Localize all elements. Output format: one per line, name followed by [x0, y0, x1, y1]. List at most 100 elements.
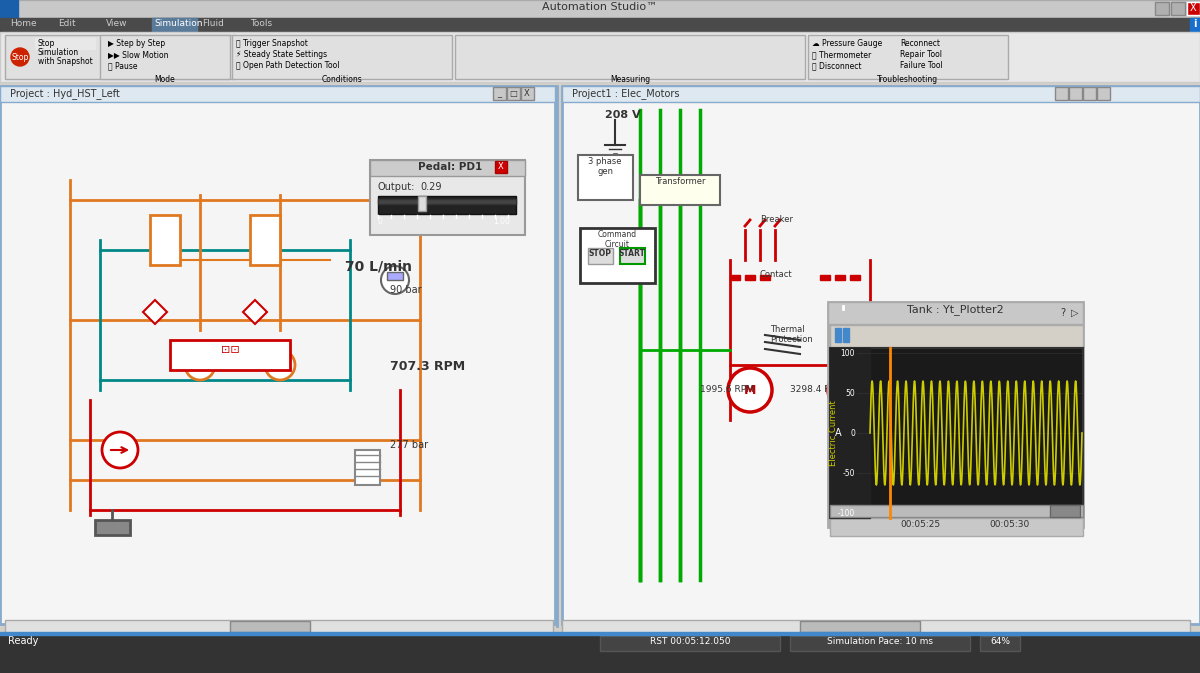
- Text: Stop: Stop: [38, 39, 55, 48]
- Bar: [568, 103, 1193, 613]
- Text: START: START: [618, 249, 646, 258]
- Text: 00:05:30: 00:05:30: [990, 520, 1030, 529]
- Bar: [830, 505, 1084, 517]
- Bar: [600, 636, 780, 651]
- Bar: [835, 275, 845, 280]
- Text: Tools: Tools: [250, 19, 272, 28]
- Bar: [830, 518, 1084, 536]
- Text: Ready: Ready: [8, 636, 38, 646]
- Text: Tank : Yt_Plotter2: Tank : Yt_Plotter2: [907, 304, 1003, 315]
- Text: 90 bar: 90 bar: [390, 285, 421, 295]
- Text: Edit: Edit: [58, 19, 76, 28]
- Bar: [95, 520, 130, 535]
- Text: A: A: [835, 428, 841, 438]
- Bar: [370, 160, 526, 235]
- Bar: [5, 103, 553, 623]
- Bar: [745, 275, 755, 280]
- Bar: [850, 275, 860, 280]
- Text: Failure Tool: Failure Tool: [900, 61, 943, 70]
- Text: ☁ Pressure Gauge: ☁ Pressure Gauge: [812, 39, 882, 48]
- Text: Thermal
Protection: Thermal Protection: [770, 325, 812, 345]
- Text: 0: 0: [850, 429, 854, 437]
- Text: Transformer: Transformer: [655, 177, 706, 186]
- Text: i: i: [1193, 19, 1196, 29]
- Text: X: X: [498, 162, 504, 171]
- Bar: [521, 87, 534, 100]
- Text: 64%: 64%: [990, 637, 1010, 646]
- Text: Repair Tool: Repair Tool: [900, 50, 942, 59]
- Bar: [493, 87, 506, 100]
- Text: with Snapshot: with Snapshot: [38, 57, 92, 66]
- Bar: [828, 302, 1084, 527]
- Polygon shape: [143, 300, 167, 324]
- Text: 📷 Trigger Snapshot: 📷 Trigger Snapshot: [236, 39, 308, 48]
- Bar: [1050, 505, 1080, 517]
- Text: Project1 : Elec_Motors: Project1 : Elec_Motors: [572, 88, 679, 99]
- Text: 208 V: 208 V: [605, 110, 641, 120]
- Text: STOP: STOP: [588, 249, 612, 258]
- Text: Measuring: Measuring: [610, 75, 650, 84]
- Circle shape: [1055, 305, 1072, 321]
- Circle shape: [728, 368, 772, 412]
- Text: Contact: Contact: [760, 270, 793, 279]
- Bar: [378, 196, 516, 214]
- Bar: [378, 199, 516, 204]
- Text: Automation Studio™: Automation Studio™: [542, 2, 658, 12]
- Bar: [562, 620, 1190, 633]
- Text: 1.00: 1.00: [493, 217, 510, 226]
- Bar: [230, 621, 310, 632]
- Bar: [835, 328, 841, 342]
- Bar: [830, 348, 870, 518]
- Bar: [370, 160, 526, 176]
- Bar: [455, 35, 805, 79]
- Bar: [800, 621, 920, 632]
- Circle shape: [102, 432, 138, 468]
- Bar: [496, 161, 508, 173]
- Text: 707.3 RPM: 707.3 RPM: [390, 360, 466, 373]
- Text: ▷: ▷: [1072, 308, 1079, 318]
- Bar: [0, 0, 1200, 18]
- Text: Simulation: Simulation: [38, 48, 79, 57]
- Bar: [1171, 2, 1186, 15]
- Text: Stop: Stop: [11, 52, 29, 61]
- Text: 🔍 Open Path Detection Tool: 🔍 Open Path Detection Tool: [236, 61, 340, 70]
- Text: Conditions: Conditions: [322, 75, 362, 84]
- Bar: [1190, 18, 1200, 32]
- Bar: [808, 35, 1008, 79]
- Text: 100: 100: [840, 349, 854, 357]
- Text: -100: -100: [838, 509, 854, 518]
- Text: Fluid: Fluid: [202, 19, 224, 28]
- Text: Output:: Output:: [378, 182, 415, 192]
- Text: _: _: [497, 89, 502, 98]
- Bar: [150, 215, 180, 265]
- Text: 1995.6 RPM: 1995.6 RPM: [700, 385, 754, 394]
- Bar: [1055, 87, 1068, 100]
- Bar: [562, 86, 1200, 102]
- Bar: [820, 275, 830, 280]
- Text: ⏸ Pause: ⏸ Pause: [108, 61, 138, 70]
- Polygon shape: [242, 300, 266, 324]
- Text: 3298.4 RPM: 3298.4 RPM: [790, 385, 844, 394]
- Text: RST 00:05:12.050: RST 00:05:12.050: [649, 637, 731, 646]
- Text: 🌡 Thermometer: 🌡 Thermometer: [812, 50, 871, 59]
- Text: Simulation: Simulation: [154, 19, 203, 28]
- Text: 50: 50: [845, 388, 854, 398]
- Text: 277 bar: 277 bar: [390, 440, 428, 450]
- Text: Home: Home: [10, 19, 37, 28]
- Text: Reconnect: Reconnect: [900, 39, 940, 48]
- Circle shape: [835, 305, 851, 321]
- Text: ⊡⊡: ⊡⊡: [221, 345, 239, 355]
- Bar: [0, 634, 1200, 673]
- Bar: [830, 348, 1084, 518]
- Text: M: M: [744, 384, 756, 396]
- Text: X: X: [524, 89, 530, 98]
- Bar: [508, 87, 520, 100]
- Text: 70 L/min: 70 L/min: [346, 260, 412, 274]
- Text: ▶▶ Slow Motion: ▶▶ Slow Motion: [108, 50, 168, 59]
- Text: Mode: Mode: [155, 75, 175, 84]
- Text: ?: ?: [1061, 308, 1066, 318]
- Text: -50: -50: [842, 468, 854, 478]
- Bar: [386, 272, 403, 280]
- Circle shape: [185, 350, 215, 380]
- Bar: [1069, 87, 1082, 100]
